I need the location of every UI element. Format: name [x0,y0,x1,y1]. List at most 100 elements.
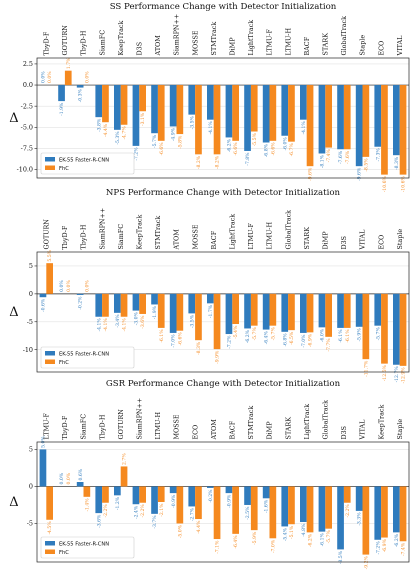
bar-ek55 [244,293,251,329]
bar-fhc [288,486,295,525]
bar-fhc [120,293,128,317]
bar-ek55 [76,293,84,295]
data-label-fhc: -4.4% [196,520,202,534]
bar-ek55 [95,293,103,317]
data-label-ek55: -8.3% [394,156,400,170]
bar-ek55 [355,85,363,167]
bar-fhc [399,293,407,366]
bar-ek55 [169,85,177,127]
data-label-fhc: -4.4% [103,123,109,137]
bar-fhc [102,486,109,503]
category-label: STARK [322,33,330,56]
category-label: SiamFC [80,414,88,440]
data-label-fhc: -6.9% [308,333,314,347]
bar-fhc [102,85,109,123]
data-label-ek55: -3.3% [357,512,363,526]
axes-frame [36,441,410,563]
data-label-fhc: -4.1% [122,318,128,332]
bar-ek55 [151,293,158,305]
category-label: SiamRPN++ [173,14,181,56]
bar-ek55 [244,486,251,505]
legend-label-fhc: FhC [59,166,69,172]
bar-ek55 [132,486,140,505]
data-label-fhc: -2.1% [159,503,165,517]
legend-label-fhc: FhC [59,360,69,366]
bar-fhc [213,486,221,540]
data-label-ek55: -0.2% [78,296,84,310]
data-label-fhc: -5.1% [289,525,295,539]
data-label-fhc: 0.0% [47,71,53,83]
category-label: SiamFC [117,224,125,250]
bar-fhc [176,85,184,135]
data-label-ek55: -6.0% [320,328,326,342]
category-label: TbyD-F [61,225,69,249]
data-label-ek55: -4.1% [208,121,214,135]
data-label-fhc: -6.5% [289,331,295,345]
bar-ek55 [169,486,177,494]
chart-panel: GSR Performance Change with Detector Ini… [9,379,410,569]
bar-fhc [381,486,388,538]
data-label-ek55: -4.9% [171,127,177,141]
data-label-ek55: -0.6% [41,298,47,312]
bar-ek55 [374,85,382,147]
bar-fhc [269,486,277,539]
bar-ek55 [151,85,158,134]
data-label-ek55: -0.9% [171,494,177,508]
bar-ek55 [207,486,214,488]
category-label: Staple [396,419,404,440]
data-label-ek55: -7.0% [301,334,307,348]
data-label-ek55: -5.4% [282,527,288,541]
bar-fhc [343,85,351,150]
data-label-fhc: -4.5% [47,521,53,535]
data-label-fhc: -6.9% [382,538,388,552]
bar-ek55 [39,449,47,487]
category-label: Staple [359,35,367,56]
bar-ek55 [262,293,270,330]
category-label: ATOM [173,229,181,251]
data-label-ek55: -6.1% [320,533,326,547]
data-label-ek55: -4.1% [301,121,307,135]
bar-fhc [381,293,388,364]
legend-label-ek55: EK-55 Faster-R-CNN [59,541,109,547]
data-label-fhc: -10.6% [382,175,388,192]
data-label-ek55: -9.6% [357,167,363,181]
legend-label-ek55: EK-55 Faster-R-CNN [59,157,109,163]
legend-box [40,536,135,559]
bar-fhc [306,85,314,167]
data-label-ek55: 0.6% [78,468,84,480]
data-label-fhc: -2.2% [140,504,146,518]
data-label-fhc: -7.4% [401,542,407,556]
bar-fhc [213,293,221,350]
legend-swatch-ek55 [45,541,55,546]
category-label: LTMU-H [154,412,162,440]
data-label-ek55: -3.5% [189,115,195,129]
chart-title: GSR Performance Change with Detector Ini… [106,379,341,389]
category-label: Staple [396,229,404,250]
y-tick-label: -10.0 [17,166,33,174]
category-label: ATOM [210,419,218,441]
data-label-fhc: -6.6% [177,332,183,346]
category-label: STARK [303,227,311,250]
category-label: ATOM [154,35,162,57]
bar-ek55 [300,486,307,522]
data-label-ek55: -0.9% [227,494,233,508]
bar-ek55 [374,486,382,540]
bar-fhc [288,293,295,331]
data-label-fhc: -3.1% [140,112,146,126]
bar-ek55 [337,85,344,150]
bar-ek55 [76,85,84,88]
data-label-fhc: -11.7% [363,360,369,377]
y-tick-label: -10 [23,346,33,354]
category-label: LightTrack [247,20,255,56]
bar-ek55 [355,486,363,511]
chart-panel: SS Performance Change with Detector Init… [9,2,410,192]
bar-fhc [213,85,221,155]
y-tick-label: -5.0 [21,123,33,131]
data-label-ek55: -7.8% [245,152,251,166]
bar-fhc [46,263,53,294]
category-label: STMTrack [210,22,218,56]
chart-title: NPS Performance Change with Detector Ini… [106,188,341,198]
bar-ek55 [188,85,196,115]
data-label-ek55: -2.4% [134,505,140,519]
